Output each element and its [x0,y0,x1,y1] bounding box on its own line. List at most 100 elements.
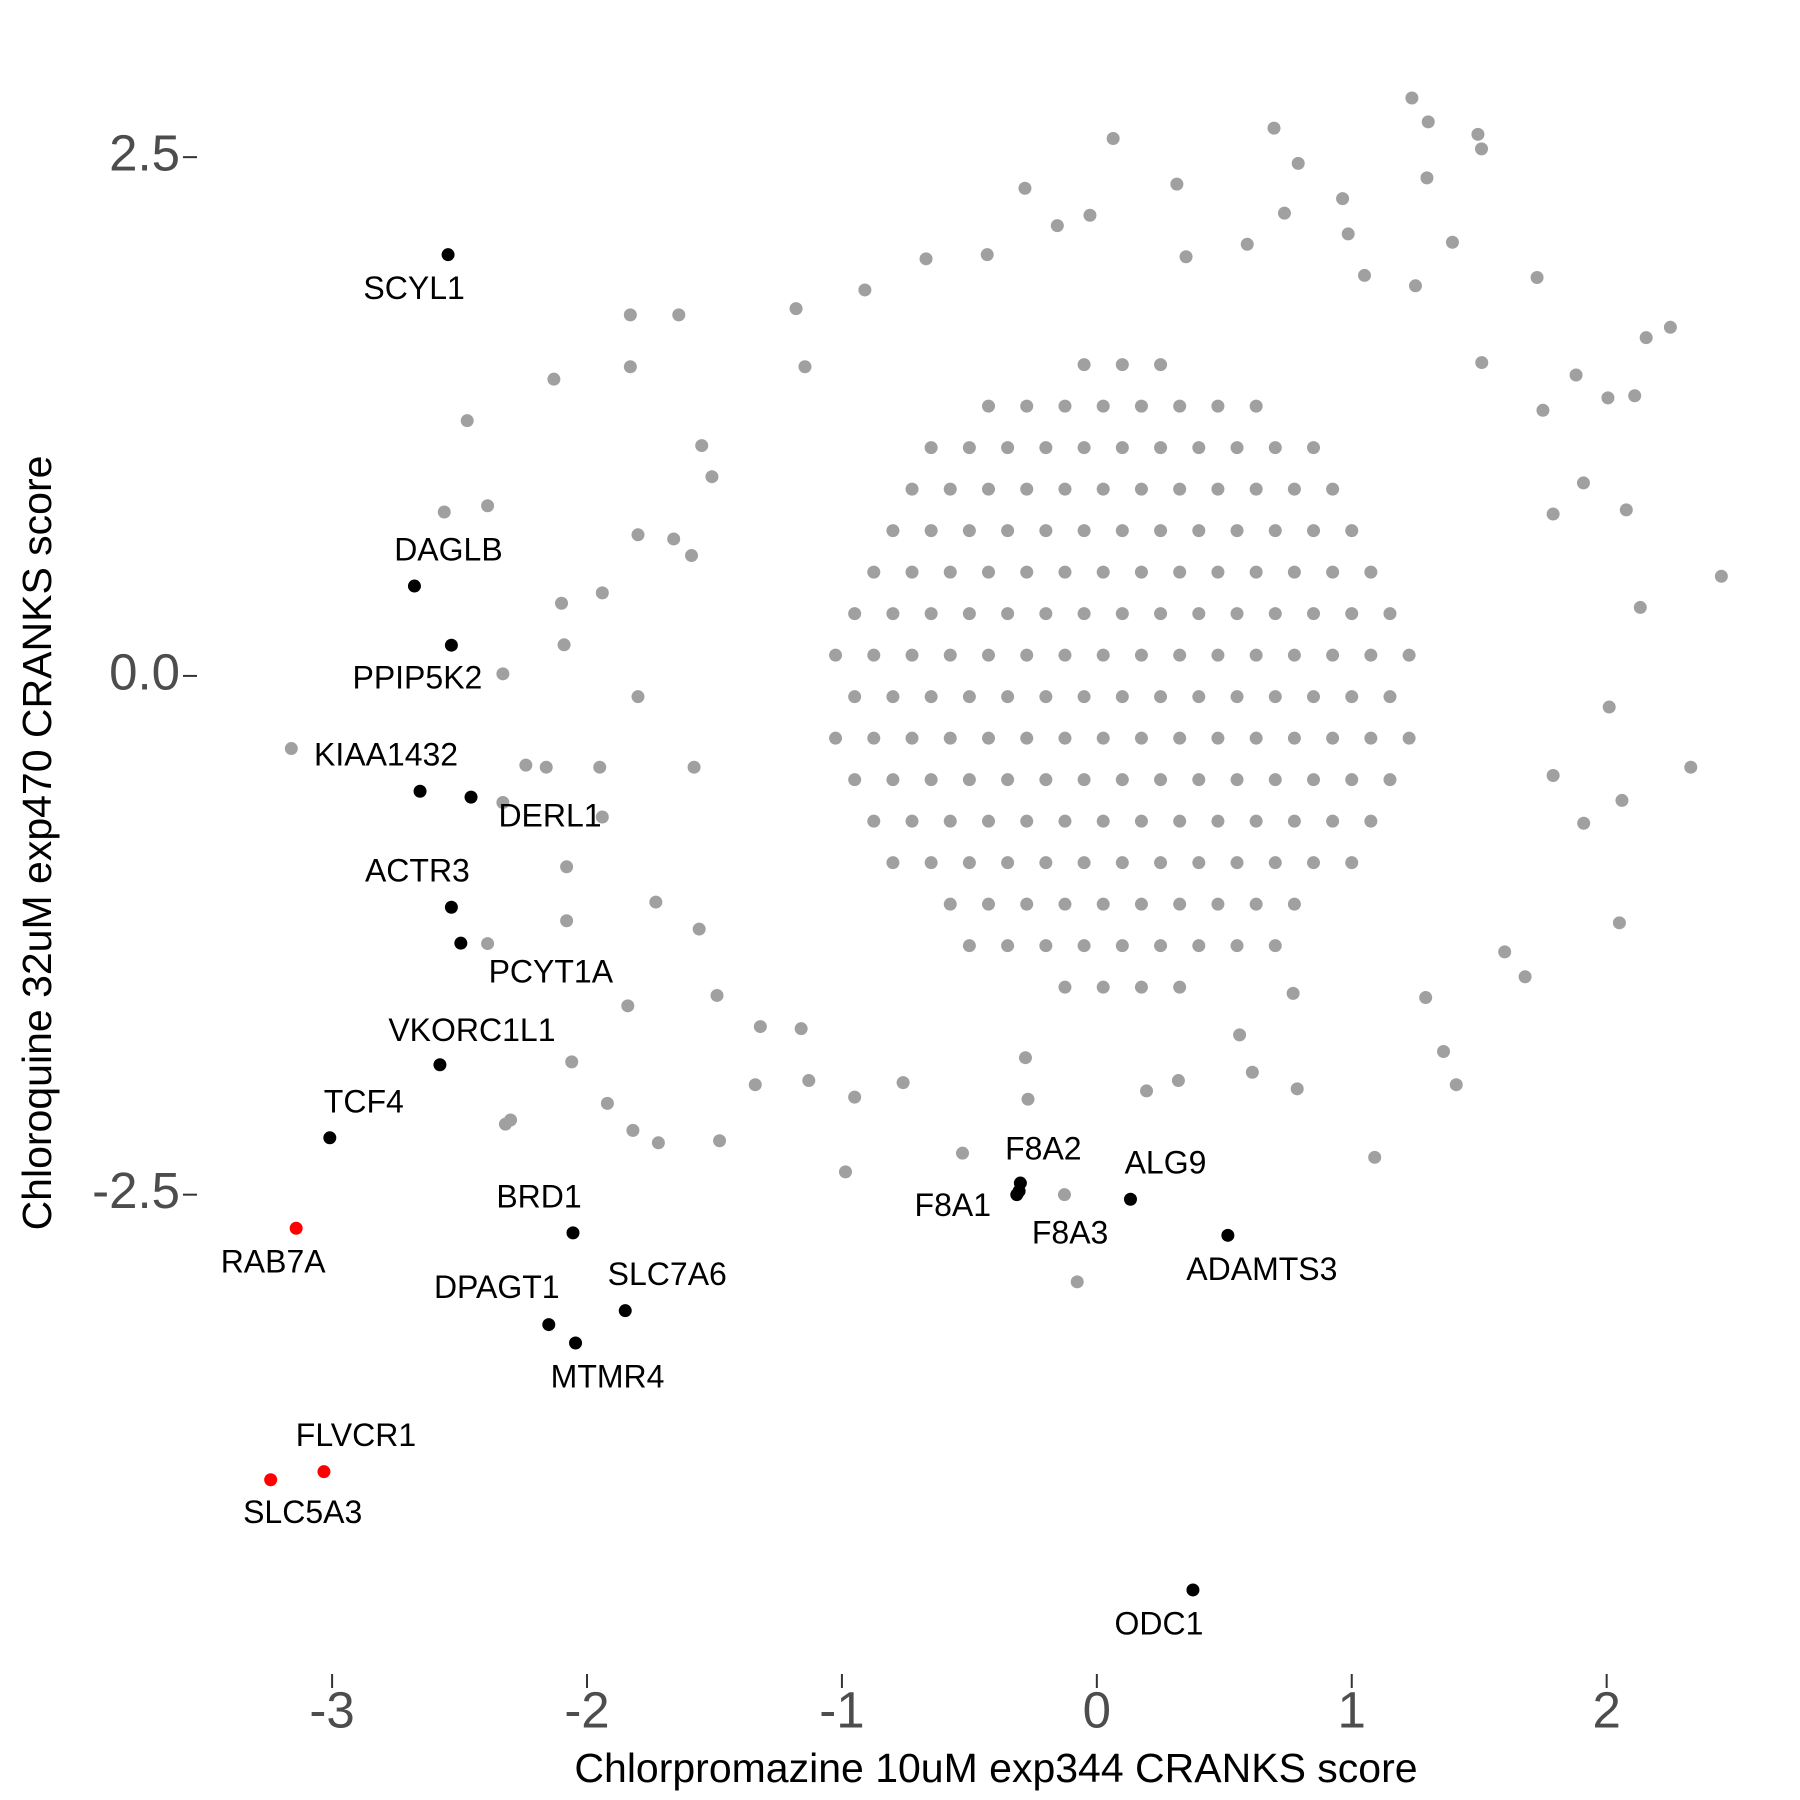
point-label: F8A1 [915,1187,991,1223]
point [748,1078,762,1092]
x-tick-label: -1 [819,1681,864,1738]
point [1096,897,1110,911]
point [1083,208,1097,222]
point [1058,897,1072,911]
point [886,690,900,704]
point [1268,773,1282,787]
point [1326,731,1340,745]
point [1134,814,1148,828]
point [1211,648,1225,662]
point [943,814,957,828]
point [433,1058,447,1072]
point [1345,690,1359,704]
point [1173,399,1187,413]
point [1230,856,1244,870]
point [1012,1184,1026,1198]
point [539,760,553,774]
point [1345,856,1359,870]
point [1684,760,1698,774]
point [1021,1092,1035,1106]
point [1173,565,1187,579]
point [1249,648,1263,662]
point [1602,700,1616,714]
point [595,810,609,824]
point [1345,524,1359,538]
point [1058,565,1072,579]
point [289,1221,303,1235]
point [1421,115,1435,129]
point [413,784,427,798]
point [1173,648,1187,662]
point [569,1336,583,1350]
point [687,760,701,774]
point [1020,648,1034,662]
point [905,565,919,579]
point [982,814,995,828]
point [1058,980,1072,994]
point [1518,970,1532,984]
point [838,1165,852,1179]
point [886,524,900,538]
point [1115,524,1129,538]
point [1307,524,1321,538]
point [1154,690,1168,704]
point [848,773,862,787]
point [1402,731,1416,745]
point [1714,569,1728,583]
point [1230,939,1244,953]
point [1287,648,1301,662]
point [798,360,812,374]
point [1211,399,1225,413]
point-label: ALG9 [1125,1145,1207,1181]
point [905,731,919,745]
point [1633,600,1647,614]
point [1096,399,1110,413]
point [264,1473,278,1487]
point [962,773,976,787]
y-axis-title: Chloroquine 32uM exp470 CRANKS score [14,456,60,1231]
point [1096,814,1110,828]
point [1291,156,1305,170]
point [1449,1078,1463,1092]
point [1546,769,1560,783]
point [481,499,495,513]
point [1154,358,1168,372]
point [1192,441,1206,455]
point [1249,731,1263,745]
point [1096,648,1110,662]
point [1364,731,1378,745]
point [1277,206,1291,220]
point [924,690,938,704]
point [626,1123,640,1137]
point [1154,773,1168,787]
point-label: FLVCR1 [296,1417,416,1453]
point [1530,271,1544,285]
point [1077,773,1091,787]
point [498,1117,512,1131]
point [1020,731,1034,745]
point [1001,773,1015,787]
point [560,860,574,874]
point [1663,320,1677,334]
point [1001,690,1015,704]
point [1287,731,1301,745]
point [1326,482,1340,496]
point [1001,939,1015,953]
point [1039,773,1053,787]
x-axis-title: Chlorpromazine 10uM exp344 CRANKS score [574,1745,1417,1791]
point [1249,399,1263,413]
point [1268,607,1282,621]
point [858,283,872,297]
point [962,524,976,538]
point [1134,648,1148,662]
point [867,731,881,745]
point [496,667,510,681]
point [1020,897,1034,911]
point [1020,814,1034,828]
point [1077,690,1091,704]
point-label: F8A2 [1005,1131,1081,1167]
point [519,758,533,772]
point [1471,127,1485,141]
point-label: SLC7A6 [608,1256,727,1292]
point [444,900,458,914]
